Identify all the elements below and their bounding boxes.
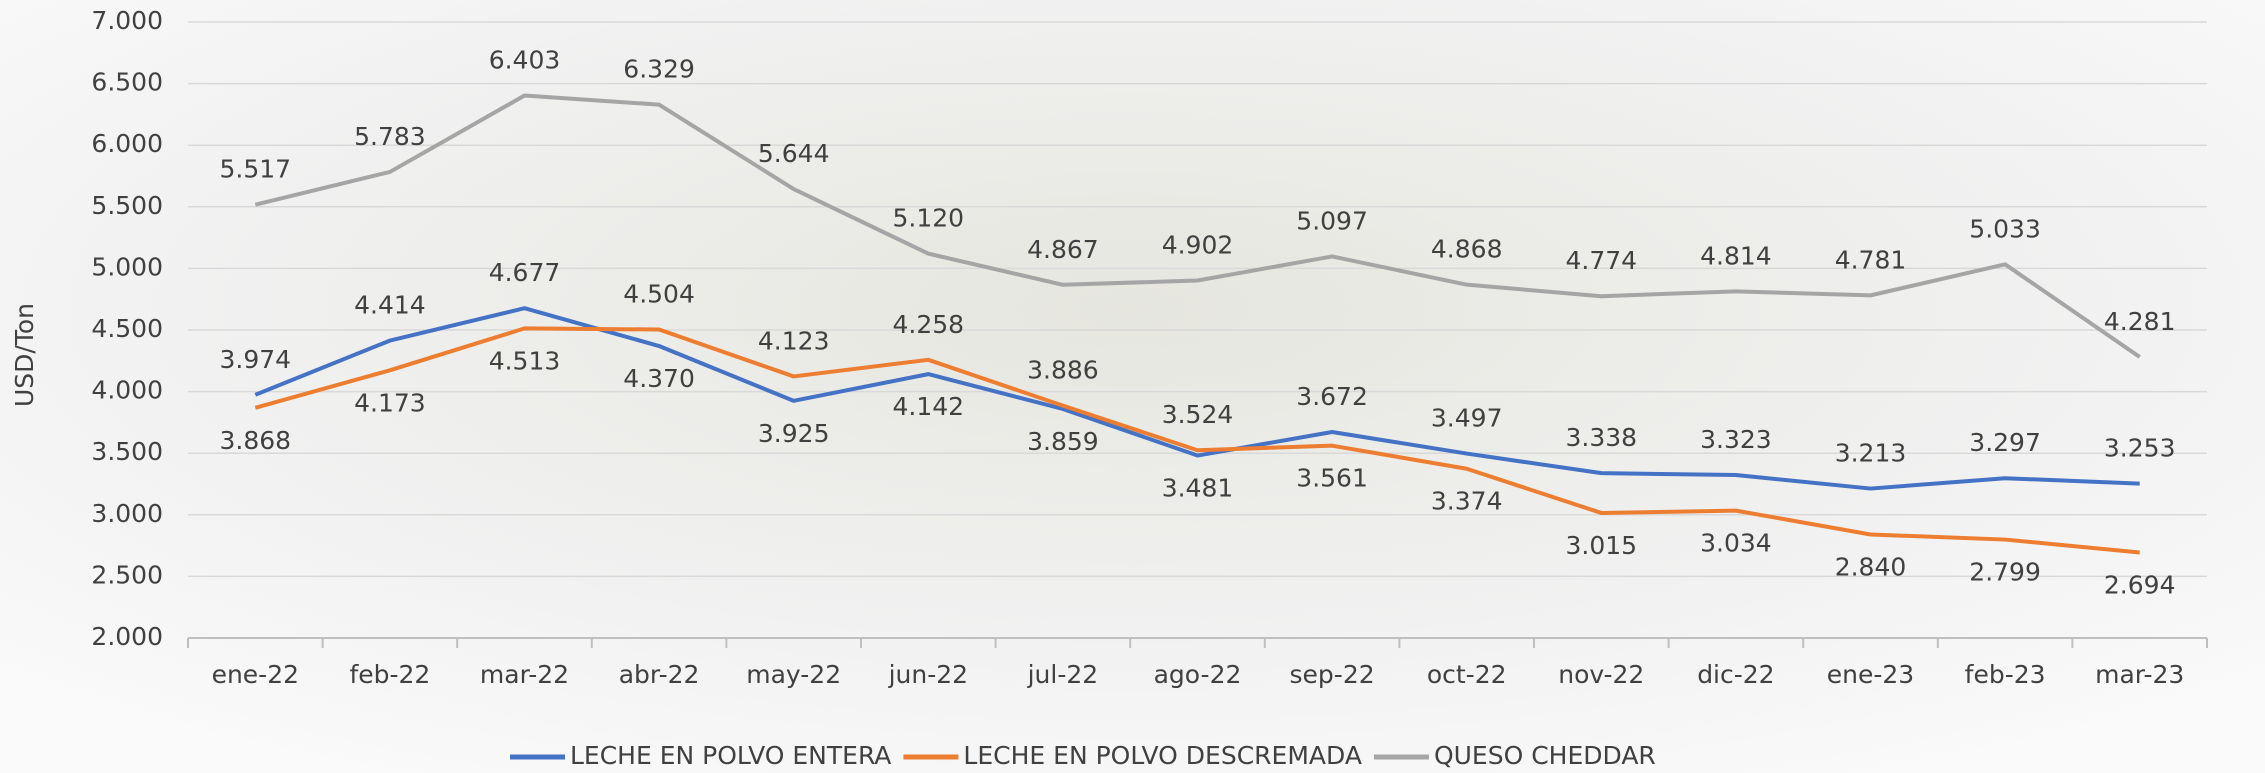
data-label: 3.886 <box>1027 356 1099 385</box>
y-tick-label: 7.000 <box>91 6 163 35</box>
x-tick-label: nov-22 <box>1558 660 1644 689</box>
legend-label: LECHE EN POLVO ENTERA <box>570 741 891 770</box>
y-tick-label: 6.500 <box>91 68 163 97</box>
data-label: 3.323 <box>1700 425 1772 454</box>
data-label: 3.297 <box>1969 428 2041 457</box>
data-label: 3.974 <box>220 345 292 374</box>
data-label: 2.799 <box>1969 558 2041 587</box>
data-label: 3.672 <box>1296 382 1368 411</box>
x-tick-label: jul-22 <box>1027 660 1099 689</box>
data-label: 3.015 <box>1566 531 1638 560</box>
data-label: 5.644 <box>758 139 830 168</box>
page: USD/Ton 2.000 2.500 3.000 3.500 4.000 4.500 5.… <box>0 0 2265 773</box>
data-label: 4.868 <box>1431 235 1503 264</box>
data-label: 3.338 <box>1566 423 1638 452</box>
data-label: 3.213 <box>1835 439 1907 468</box>
data-label: 3.374 <box>1431 487 1503 516</box>
legend-label: QUESO CHEDDAR <box>1434 741 1656 770</box>
data-label: 3.253 <box>2104 434 2176 463</box>
data-label: 3.497 <box>1431 404 1503 433</box>
y-tick-label: 3.000 <box>91 499 163 528</box>
data-label: 3.561 <box>1296 464 1368 493</box>
data-label: 4.867 <box>1027 235 1099 264</box>
y-tick-label: 2.500 <box>91 560 163 589</box>
y-tick-label: 2.000 <box>91 622 163 651</box>
y-tick-label: 5.000 <box>91 252 163 281</box>
data-label: 3.524 <box>1162 400 1234 429</box>
data-label: 5.033 <box>1969 214 2041 243</box>
data-label: 4.781 <box>1835 245 1907 274</box>
data-label: 2.840 <box>1835 553 1907 582</box>
x-tick-label: dic-22 <box>1697 660 1774 689</box>
data-label: 4.504 <box>623 280 695 309</box>
data-label: 3.481 <box>1162 474 1234 503</box>
data-label: 4.281 <box>2104 307 2176 336</box>
data-label: 5.120 <box>893 204 965 233</box>
x-tick-label: sep-22 <box>1290 660 1375 689</box>
data-label: 4.258 <box>893 310 965 339</box>
data-label: 5.517 <box>220 155 292 184</box>
data-label: 4.513 <box>489 346 561 375</box>
data-label: 4.142 <box>893 392 965 421</box>
x-tick-label: ago-22 <box>1154 660 1242 689</box>
x-tick-label: mar-23 <box>2095 660 2184 689</box>
data-label: 4.774 <box>1566 246 1638 275</box>
data-label: 4.370 <box>623 364 695 393</box>
data-label: 4.414 <box>354 291 426 320</box>
data-label: 4.173 <box>354 388 426 417</box>
x-tick-label: ene-22 <box>212 660 299 689</box>
y-tick-label: 3.500 <box>91 437 163 466</box>
chart: USD/Ton 2.000 2.500 3.000 3.500 4.000 4.500 5.… <box>0 0 2265 773</box>
y-tick-label: 5.500 <box>91 191 163 220</box>
data-label: 3.859 <box>1027 427 1099 456</box>
y-axis-title: USD/Ton <box>10 303 39 407</box>
data-label: 2.694 <box>2104 570 2176 599</box>
x-tick-label: jun-22 <box>888 660 968 689</box>
y-tick-label: 4.000 <box>91 376 163 405</box>
data-label: 5.097 <box>1296 206 1368 235</box>
x-tick-label: abr-22 <box>619 660 700 689</box>
legend-label: LECHE EN POLVO DESCREMADA <box>963 741 1362 770</box>
y-tick-label: 6.000 <box>91 129 163 158</box>
x-tick-label: mar-22 <box>480 660 569 689</box>
data-label: 6.403 <box>489 46 561 75</box>
data-label: 4.677 <box>489 258 561 287</box>
background <box>0 0 2265 773</box>
data-label: 4.902 <box>1162 230 1234 259</box>
data-label: 3.868 <box>220 426 292 455</box>
x-tick-label: may-22 <box>746 660 841 689</box>
data-label: 4.123 <box>758 326 830 355</box>
data-label: 3.034 <box>1700 529 1772 558</box>
data-label: 6.329 <box>623 55 695 84</box>
data-label: 4.814 <box>1700 241 1772 270</box>
x-tick-label: feb-23 <box>1965 660 2046 689</box>
x-tick-label: ene-23 <box>1827 660 1914 689</box>
x-tick-label: oct-22 <box>1427 660 1507 689</box>
y-tick-label: 4.500 <box>91 314 163 343</box>
x-tick-label: feb-22 <box>349 660 430 689</box>
data-label: 3.925 <box>758 419 830 448</box>
data-label: 5.783 <box>354 122 426 151</box>
